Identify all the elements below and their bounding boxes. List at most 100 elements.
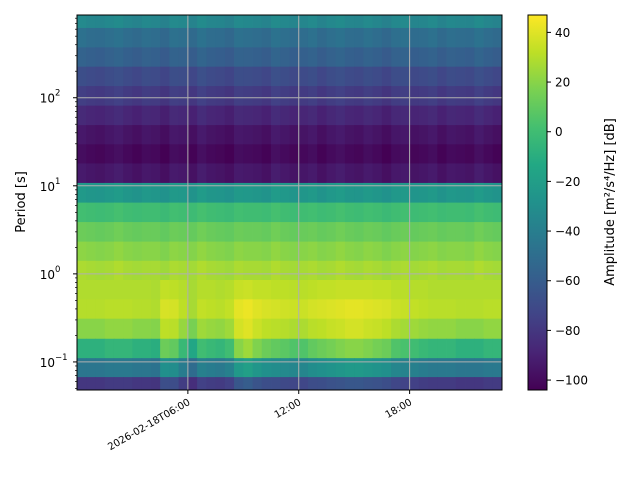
heatmap-cell (104, 299, 115, 320)
heatmap-cell (298, 182, 309, 204)
heatmap-cell (187, 15, 198, 29)
heatmap-cell (446, 318, 457, 340)
heatmap-cell (409, 358, 420, 378)
heatmap-cell (280, 66, 290, 87)
heatmap-cell (77, 202, 87, 223)
heatmap-cell (261, 15, 272, 29)
heatmap-cell (354, 15, 364, 29)
heatmap-cell (187, 144, 198, 164)
heatmap-cell (335, 86, 346, 107)
heatmap-cell (354, 47, 364, 68)
heatmap-cell (206, 318, 216, 340)
heatmap-cell (363, 66, 374, 87)
heatmap-cell (418, 241, 429, 262)
heatmap-cell (141, 299, 152, 320)
heatmap-cell (150, 377, 161, 390)
heatmap-cell (446, 202, 457, 223)
heatmap-cell (483, 66, 494, 87)
heatmap-cell (252, 358, 263, 378)
heatmap-cell (132, 358, 143, 378)
heatmap-cell (474, 144, 484, 164)
heatmap-cell (391, 66, 401, 87)
heatmap-cell (234, 241, 244, 262)
colorbar-tick-label: −100 (555, 374, 588, 388)
heatmap-cell (252, 299, 263, 320)
heatmap-cell (206, 144, 216, 164)
heatmap-cell (354, 163, 364, 184)
heatmap-cell (474, 66, 484, 87)
heatmap-cell (372, 163, 383, 184)
heatmap-cell (243, 222, 253, 243)
heatmap-cell (474, 163, 484, 184)
heatmap-cell (289, 125, 300, 145)
heatmap-cell (298, 338, 309, 359)
heatmap-cell (150, 358, 161, 378)
heatmap-cell (409, 241, 420, 262)
heatmap-cell (317, 47, 327, 68)
heatmap-cell (261, 125, 272, 145)
heatmap-cell (280, 299, 290, 320)
heatmap-cell (307, 15, 318, 29)
heatmap-cell (160, 125, 170, 145)
heatmap-cell (215, 15, 226, 29)
heatmap-cell (381, 66, 392, 87)
heatmap-cell (113, 202, 124, 223)
heatmap-cell (271, 27, 281, 48)
heatmap-cell (344, 358, 355, 378)
heatmap-cell (335, 182, 346, 204)
heatmap-cell (372, 299, 383, 320)
heatmap-cell (344, 27, 355, 48)
heatmap-cell (428, 27, 438, 48)
heatmap-cell (206, 358, 216, 378)
heatmap-cell (492, 299, 502, 320)
heatmap-cell (261, 299, 272, 320)
heatmap-cell (178, 241, 189, 262)
heatmap-cell (344, 318, 355, 340)
heatmap-cell (234, 144, 244, 164)
heatmap-cell (289, 202, 300, 223)
heatmap-cell (187, 358, 198, 378)
heatmap-cell (446, 125, 457, 145)
heatmap-cell (409, 338, 420, 359)
heatmap-cell (187, 27, 198, 48)
heatmap-cell (123, 299, 133, 320)
heatmap-cell (77, 47, 87, 68)
heatmap-cell (234, 66, 244, 87)
heatmap-cell (474, 182, 484, 204)
heatmap-cell (234, 105, 244, 126)
heatmap-cell (252, 144, 263, 164)
heatmap-cell (400, 47, 411, 68)
heatmap-cell (234, 202, 244, 223)
heatmap-cell (418, 202, 429, 223)
heatmap-cell (215, 279, 226, 300)
heatmap-cell (95, 260, 106, 281)
y-tick-label-exponent: 2 (55, 89, 60, 99)
heatmap-cell (178, 279, 189, 300)
heatmap-cell (113, 377, 124, 390)
heatmap-cell (160, 318, 170, 340)
heatmap-cell (344, 47, 355, 68)
heatmap-cell (243, 163, 253, 184)
heatmap-cell (409, 47, 420, 68)
heatmap-cell (363, 241, 374, 262)
heatmap-cell (418, 279, 429, 300)
y-tick-label-exponent: −1 (55, 353, 68, 363)
heatmap-cell (326, 27, 337, 48)
heatmap-cell (446, 338, 457, 359)
heatmap-cell (391, 15, 401, 29)
heatmap-cell (409, 27, 420, 48)
heatmap-cell (381, 318, 392, 340)
heatmap-cell (372, 15, 383, 29)
heatmap-cell (298, 86, 309, 107)
heatmap-cell (307, 222, 318, 243)
heatmap-cell (224, 105, 235, 126)
heatmap-cell (372, 202, 383, 223)
heatmap-cell (95, 299, 106, 320)
heatmap-cell (483, 358, 494, 378)
heatmap-cell (474, 338, 484, 359)
heatmap-cell (381, 202, 392, 223)
heatmap-cell (289, 144, 300, 164)
heatmap-cell (326, 202, 337, 223)
heatmap-cell (113, 299, 124, 320)
heatmap-cell (418, 15, 429, 29)
